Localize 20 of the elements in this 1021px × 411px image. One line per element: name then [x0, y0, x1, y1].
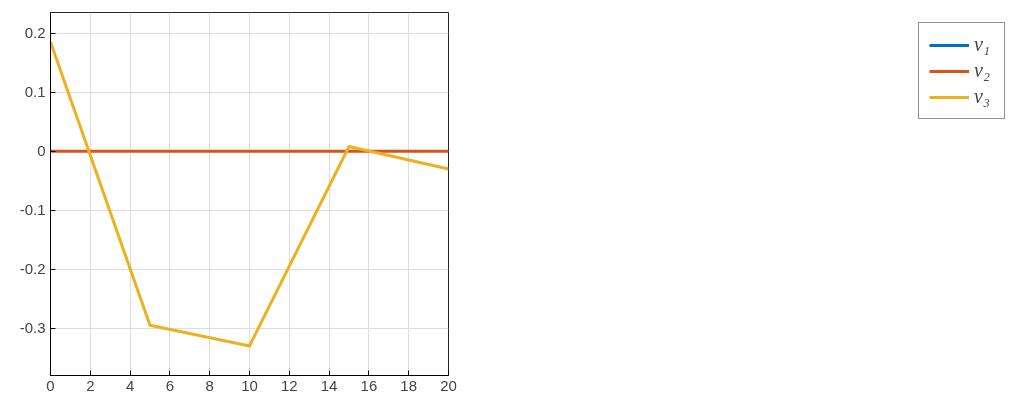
y-tick-label: -0.2: [19, 260, 46, 278]
y-tick-label: 0.2: [24, 24, 46, 42]
x-tick-label: 14: [320, 376, 338, 394]
line-series: [50, 40, 449, 348]
x-tick-label: 16: [360, 376, 378, 394]
x-tick-label: 12: [280, 376, 298, 394]
x-tick-label: 10: [241, 376, 258, 394]
x-tick-label: 18: [400, 376, 418, 394]
y-tick-label: 0: [37, 142, 46, 160]
y-tick-label: -0.3: [19, 319, 46, 337]
x-tick-label: 2: [86, 376, 95, 394]
legend-label: v₃: [974, 85, 991, 108]
x-tick-label: 6: [165, 376, 175, 394]
y-tick-label: 0.1: [24, 83, 46, 101]
legend-label: v₁: [974, 33, 991, 56]
y-tick-label: -0.1: [19, 201, 46, 219]
legend-label: v₂: [974, 59, 991, 82]
x-tick-label: 8: [205, 376, 214, 394]
x-tick-label: 20: [440, 376, 457, 394]
x-tick-label: 4: [125, 376, 135, 394]
